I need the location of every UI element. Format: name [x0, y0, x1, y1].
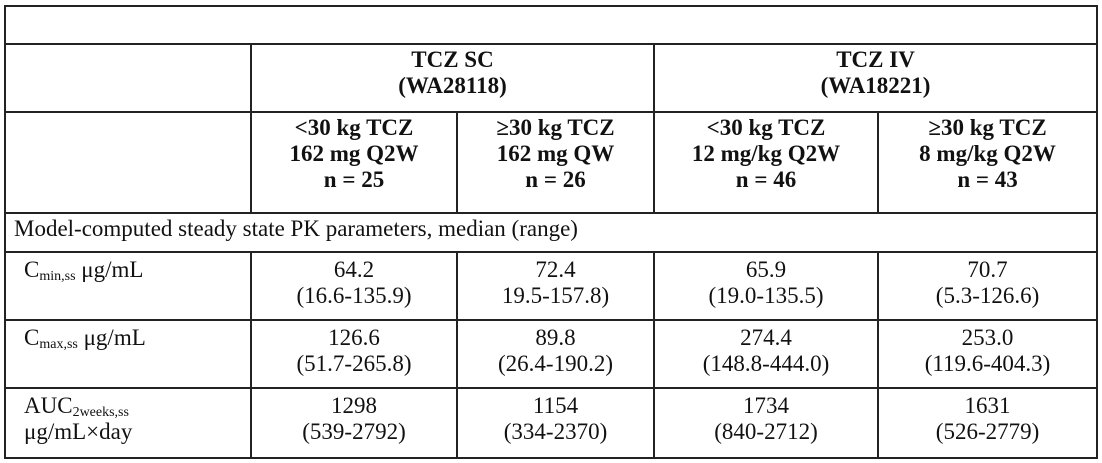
group-header-iv: TCZ IV (WA18221) — [652, 43, 1099, 113]
arm-weight: <30 kg TCZ — [706, 115, 826, 140]
label-main: C — [24, 257, 40, 282]
data-cell: 1734 (840-2712) — [653, 387, 879, 459]
arm-dose: 162 mg Q2W — [289, 140, 419, 166]
label-unit: μg/mL — [77, 325, 146, 350]
data-cell: 70.7 (5.3-126.6) — [876, 251, 1099, 321]
cell-range: (19.0-135.5) — [708, 282, 824, 308]
cell-range: 19.5-157.8) — [501, 282, 610, 308]
arm-weight: ≥30 kg TCZ — [928, 115, 1047, 140]
empty-header-cell — [4, 43, 252, 113]
cell-median: 126.6 — [328, 325, 380, 350]
group-header-sc: TCZ SC (WA28118) — [250, 43, 655, 113]
label-subscript: min,ss — [39, 269, 76, 284]
section-row: Model-computed steady state PK parameter… — [3, 212, 1099, 253]
group-study: (WA28118) — [398, 72, 507, 98]
data-cell: 72.4 19.5-157.8) — [456, 251, 655, 321]
label-main: C — [24, 325, 40, 350]
table-row: Cmin,ss μg/mL 64.2 (16.6-135.9) 72.4 19.5-… — [4, 251, 1099, 321]
cell-median: 274.4 — [740, 325, 792, 350]
cell-range: (26.4-190.2) — [498, 350, 613, 376]
group-header-row: TCZ SC (WA28118) TCZ IV (WA18221) — [4, 43, 1099, 113]
arm-header: <30 kg TCZ 12 mg/kg Q2W n = 46 — [653, 111, 879, 214]
pk-parameters-table: TCZ SC (WA28118) TCZ IV (WA18221) <30 kg… — [3, 5, 1099, 459]
data-cell: 274.4 (148.8-444.0) — [653, 319, 879, 389]
data-cell: 1154 (334-2370) — [456, 387, 655, 459]
arm-n: n = 43 — [957, 166, 1018, 192]
section-title: Model-computed steady state PK parameter… — [3, 212, 1099, 253]
data-cell: 126.6 (51.7-265.8) — [250, 319, 458, 389]
data-cell: 65.9 (19.0-135.5) — [653, 251, 879, 321]
cell-median: 1298 — [331, 393, 377, 418]
pk-table-container: TCZ SC (WA28118) TCZ IV (WA18221) <30 kg… — [3, 5, 1099, 459]
table-row: AUC2weeks,ss μg/mL×day 1298 (539-2792) 115… — [4, 387, 1099, 459]
arm-header: ≥30 kg TCZ 8 mg/kg Q2W n = 43 — [876, 111, 1099, 214]
row-label: AUC2weeks,ss μg/mL×day — [4, 387, 252, 459]
cell-range: (539-2792) — [302, 418, 406, 444]
label-unit: μg/mL×day — [24, 418, 133, 444]
table-row: Cmax,ss μg/mL 126.6 (51.7-265.8) 89.8 (26.… — [4, 319, 1099, 389]
label-subscript: 2weeks,ss — [72, 405, 129, 420]
cell-median: 64.2 — [333, 257, 375, 282]
cell-median: 89.8 — [535, 325, 576, 350]
cell-range: (51.7-265.8) — [296, 350, 412, 376]
label-main: AUC — [24, 393, 73, 418]
cell-median: 1154 — [532, 393, 579, 418]
cell-range: (5.3-126.6) — [935, 282, 1040, 308]
cell-range: (148.8-444.0) — [702, 350, 830, 376]
arm-n: n = 26 — [525, 166, 586, 192]
arm-header-row: <30 kg TCZ 162 mg Q2W n = 25 ≥30 kg TCZ … — [4, 111, 1099, 214]
cell-median: 65.9 — [745, 257, 787, 282]
arm-dose: 8 mg/kg Q2W — [919, 140, 1056, 166]
group-title: TCZ IV — [836, 47, 915, 72]
cell-range: (16.6-135.9) — [296, 282, 412, 308]
cell-range: (840-2712) — [714, 418, 818, 444]
cell-median: 72.4 — [535, 257, 576, 282]
label-subscript: max,ss — [39, 337, 78, 352]
row-label: Cmin,ss μg/mL — [4, 251, 252, 321]
cell-range: (334-2370) — [503, 418, 608, 444]
cell-median: 1734 — [743, 393, 789, 418]
cell-median: 1631 — [964, 393, 1011, 418]
data-cell: 1298 (539-2792) — [250, 387, 458, 459]
data-cell: 64.2 (16.6-135.9) — [250, 251, 458, 321]
arm-header: <30 kg TCZ 162 mg Q2W n = 25 — [250, 111, 458, 214]
row-label: Cmax,ss μg/mL — [4, 319, 252, 389]
arm-dose: 12 mg/kg Q2W — [691, 140, 841, 166]
table-title-cell — [3, 5, 1099, 45]
arm-dose: 162 mg QW — [496, 140, 615, 166]
cell-range: (526-2779) — [935, 418, 1040, 444]
cell-median: 70.7 — [967, 257, 1008, 282]
cell-median: 253.0 — [961, 325, 1014, 350]
arm-weight: <30 kg TCZ — [294, 115, 414, 140]
label-unit: μg/mL — [75, 257, 144, 282]
arm-header: ≥30 kg TCZ 162 mg QW n = 26 — [456, 111, 655, 214]
arm-n: n = 25 — [323, 166, 385, 192]
arm-n: n = 46 — [735, 166, 797, 192]
data-cell: 253.0 (119.6-404.3) — [876, 319, 1099, 389]
group-study: (WA18221) — [820, 72, 931, 98]
arm-weight: ≥30 kg TCZ — [496, 115, 615, 140]
data-cell: 89.8 (26.4-190.2) — [456, 319, 655, 389]
group-title: TCZ SC — [411, 47, 494, 72]
data-cell: 1631 (526-2779) — [876, 387, 1099, 459]
empty-header-cell — [4, 111, 252, 214]
table-title-row — [3, 5, 1099, 45]
cell-range: (119.6-404.3) — [924, 350, 1051, 376]
